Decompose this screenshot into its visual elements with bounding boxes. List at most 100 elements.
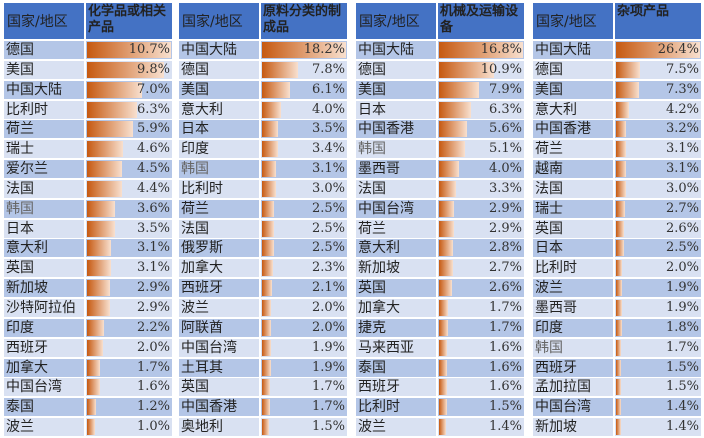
data-bar bbox=[262, 359, 271, 376]
value-text: 3.1% bbox=[665, 141, 699, 157]
table-row: 印度 1.8% bbox=[533, 318, 703, 337]
value-cell: 3.0% bbox=[261, 179, 347, 198]
value-text: 3.0% bbox=[311, 180, 345, 196]
value-text: 7.0% bbox=[136, 81, 170, 97]
value-cell: 1.7% bbox=[438, 318, 524, 337]
data-bar bbox=[439, 319, 448, 336]
data-bar bbox=[616, 81, 640, 98]
value-text: 2.2% bbox=[136, 319, 170, 335]
value-cell: 2.1% bbox=[261, 279, 347, 298]
country-cell: 中国台湾 bbox=[533, 398, 613, 417]
table-row: 瑞士 2.7% bbox=[533, 199, 703, 218]
country-cell: 中国香港 bbox=[179, 398, 259, 417]
country-cell: 中国台湾 bbox=[179, 338, 259, 357]
table-row: 越南 3.1% bbox=[533, 160, 703, 179]
table-row: 韩国 3.1% bbox=[179, 160, 349, 179]
country-cell: 英国 bbox=[4, 259, 84, 278]
country-cell: 中国台湾 bbox=[4, 378, 84, 397]
value-text: 2.7% bbox=[488, 260, 522, 276]
country-cell: 日本 bbox=[179, 120, 259, 139]
table-row: 法国 3.0% bbox=[533, 179, 703, 198]
country-cell: 美国 bbox=[179, 80, 259, 99]
value-cell: 3.5% bbox=[86, 219, 172, 238]
data-bar bbox=[87, 399, 97, 416]
value-text: 3.2% bbox=[665, 121, 699, 137]
value-text: 2.6% bbox=[488, 280, 522, 296]
data-bar bbox=[439, 339, 447, 356]
value-text: 3.1% bbox=[311, 161, 345, 177]
value-text: 2.9% bbox=[488, 220, 522, 236]
value-cell: 18.2% bbox=[261, 41, 347, 59]
country-cell: 法国 bbox=[4, 179, 84, 198]
value-cell: 3.4% bbox=[261, 140, 347, 159]
table-row: 中国香港 1.7% bbox=[179, 398, 349, 417]
table-row: 中国台湾 1.9% bbox=[179, 338, 349, 357]
country-cell: 加拿大 bbox=[356, 298, 436, 317]
country-cell: 中国香港 bbox=[356, 120, 436, 139]
country-cell: 中国大陆 bbox=[179, 41, 259, 59]
value-text: 3.5% bbox=[311, 121, 345, 137]
value-text: 6.1% bbox=[311, 81, 345, 97]
data-bar bbox=[87, 141, 124, 158]
value-text: 2.5% bbox=[311, 200, 345, 216]
country-cell: 西班牙 bbox=[533, 358, 613, 377]
table-row: 中国香港 3.2% bbox=[533, 120, 703, 139]
country-cell: 英国 bbox=[533, 219, 613, 238]
data-bar bbox=[616, 180, 626, 197]
value-text: 1.5% bbox=[665, 379, 699, 395]
data-bar bbox=[439, 101, 471, 118]
country-cell: 孟加拉国 bbox=[533, 378, 613, 397]
table-row: 泰国 1.6% bbox=[356, 358, 526, 377]
country-cell: 印度 bbox=[4, 318, 84, 337]
country-cell: 中国大陆 bbox=[4, 80, 84, 99]
value-text: 4.0% bbox=[311, 101, 345, 117]
data-bar bbox=[87, 180, 122, 197]
country-cell: 日本 bbox=[4, 219, 84, 238]
value-text: 3.1% bbox=[136, 240, 170, 256]
table-row: 日本 3.5% bbox=[4, 219, 174, 238]
value-text: 5.1% bbox=[488, 141, 522, 157]
value-cell: 4.0% bbox=[438, 160, 524, 179]
value-cell: 1.5% bbox=[615, 358, 701, 377]
data-bar bbox=[262, 121, 279, 138]
country-cell: 德国 bbox=[356, 60, 436, 79]
data-bar bbox=[262, 240, 274, 257]
country-cell: 法国 bbox=[356, 179, 436, 198]
country-cell: 比利时 bbox=[533, 259, 613, 278]
country-cell: 德国 bbox=[533, 60, 613, 79]
table-row: 捷克 1.7% bbox=[356, 318, 526, 337]
table-row: 日本 6.3% bbox=[356, 100, 526, 119]
data-bar bbox=[439, 359, 447, 376]
country-cell: 新加坡 bbox=[356, 259, 436, 278]
value-text: 7.5% bbox=[665, 61, 699, 77]
table-row: 墨西哥 4.0% bbox=[356, 160, 526, 179]
data-bar bbox=[262, 200, 274, 217]
table-row: 中国大陆 18.2% bbox=[179, 41, 349, 59]
country-cell: 比利时 bbox=[4, 100, 84, 119]
table-row: 法国 4.4% bbox=[4, 179, 174, 198]
country-cell: 马来西亚 bbox=[356, 338, 436, 357]
country-cell: 印度 bbox=[533, 318, 613, 337]
country-cell: 意大利 bbox=[356, 239, 436, 258]
value-cell: 1.5% bbox=[261, 418, 347, 437]
data-bar bbox=[439, 399, 447, 416]
table-row: 比利时 6.3% bbox=[4, 100, 174, 119]
value-cell: 4.6% bbox=[86, 140, 172, 159]
table-row: 中国大陆 26.4% bbox=[533, 41, 703, 59]
table-header: 国家/地区 化学品或相关产品 bbox=[4, 3, 174, 39]
value-text: 3.3% bbox=[488, 180, 522, 196]
country-cell: 奥地利 bbox=[179, 418, 259, 437]
value-text: 4.5% bbox=[136, 161, 170, 177]
value-cell: 2.3% bbox=[261, 259, 347, 278]
table-panel: 国家/地区 化学品或相关产品 德国 10.7% 美国 9.8% 中国大陆 7.0% 比利… bbox=[4, 3, 174, 438]
country-cell: 中国大陆 bbox=[533, 41, 613, 59]
table-row: 韩国 3.6% bbox=[4, 199, 174, 218]
country-cell: 荷兰 bbox=[356, 219, 436, 238]
table-row: 中国大陆 7.0% bbox=[4, 80, 174, 99]
data-bar bbox=[616, 42, 700, 58]
country-cell: 瑞士 bbox=[4, 140, 84, 159]
value-text: 3.5% bbox=[136, 220, 170, 236]
country-cell: 阿联酋 bbox=[179, 318, 259, 337]
table-row: 新加坡 1.4% bbox=[533, 418, 703, 437]
country-cell: 荷兰 bbox=[533, 140, 613, 159]
